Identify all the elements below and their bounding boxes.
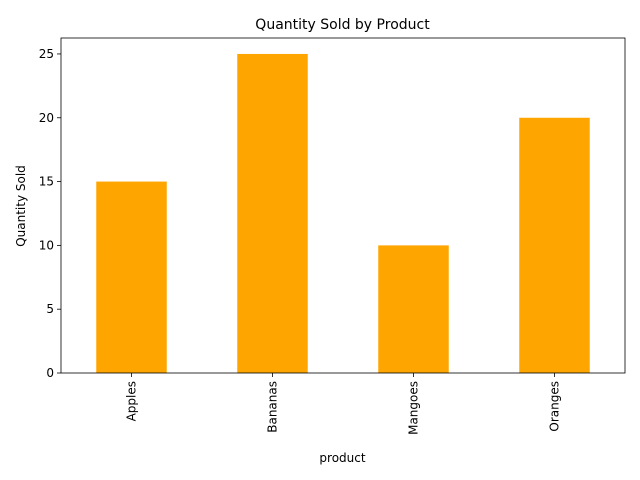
chart-title: Quantity Sold by Product bbox=[255, 17, 430, 33]
plot-area: 0 5 10 15 20 25 Apples Bananas Mangoes Oranges bbox=[39, 37, 626, 435]
y-tick-label: 15 bbox=[39, 175, 54, 189]
x-tick-label-mangoes: Mangoes bbox=[407, 381, 421, 435]
y-tick-label: 0 bbox=[46, 366, 54, 380]
y-tick-label: 25 bbox=[39, 47, 54, 61]
x-tick-label-bananas: Bananas bbox=[266, 381, 280, 433]
bar-apples bbox=[96, 181, 167, 373]
plot-frame bbox=[60, 37, 626, 374]
bar-mangoes bbox=[378, 245, 449, 373]
x-axis-label: product bbox=[319, 451, 365, 465]
y-tick-label: 10 bbox=[39, 238, 54, 252]
y-axis-label: Quantity Sold bbox=[14, 165, 28, 247]
x-tick-label-apples: Apples bbox=[125, 381, 139, 421]
x-tick-label-oranges: Oranges bbox=[548, 381, 562, 432]
bar-bananas bbox=[237, 53, 308, 373]
y-tick-label: 5 bbox=[46, 302, 54, 316]
bar-oranges bbox=[519, 117, 590, 373]
y-tick-label: 20 bbox=[39, 111, 54, 125]
